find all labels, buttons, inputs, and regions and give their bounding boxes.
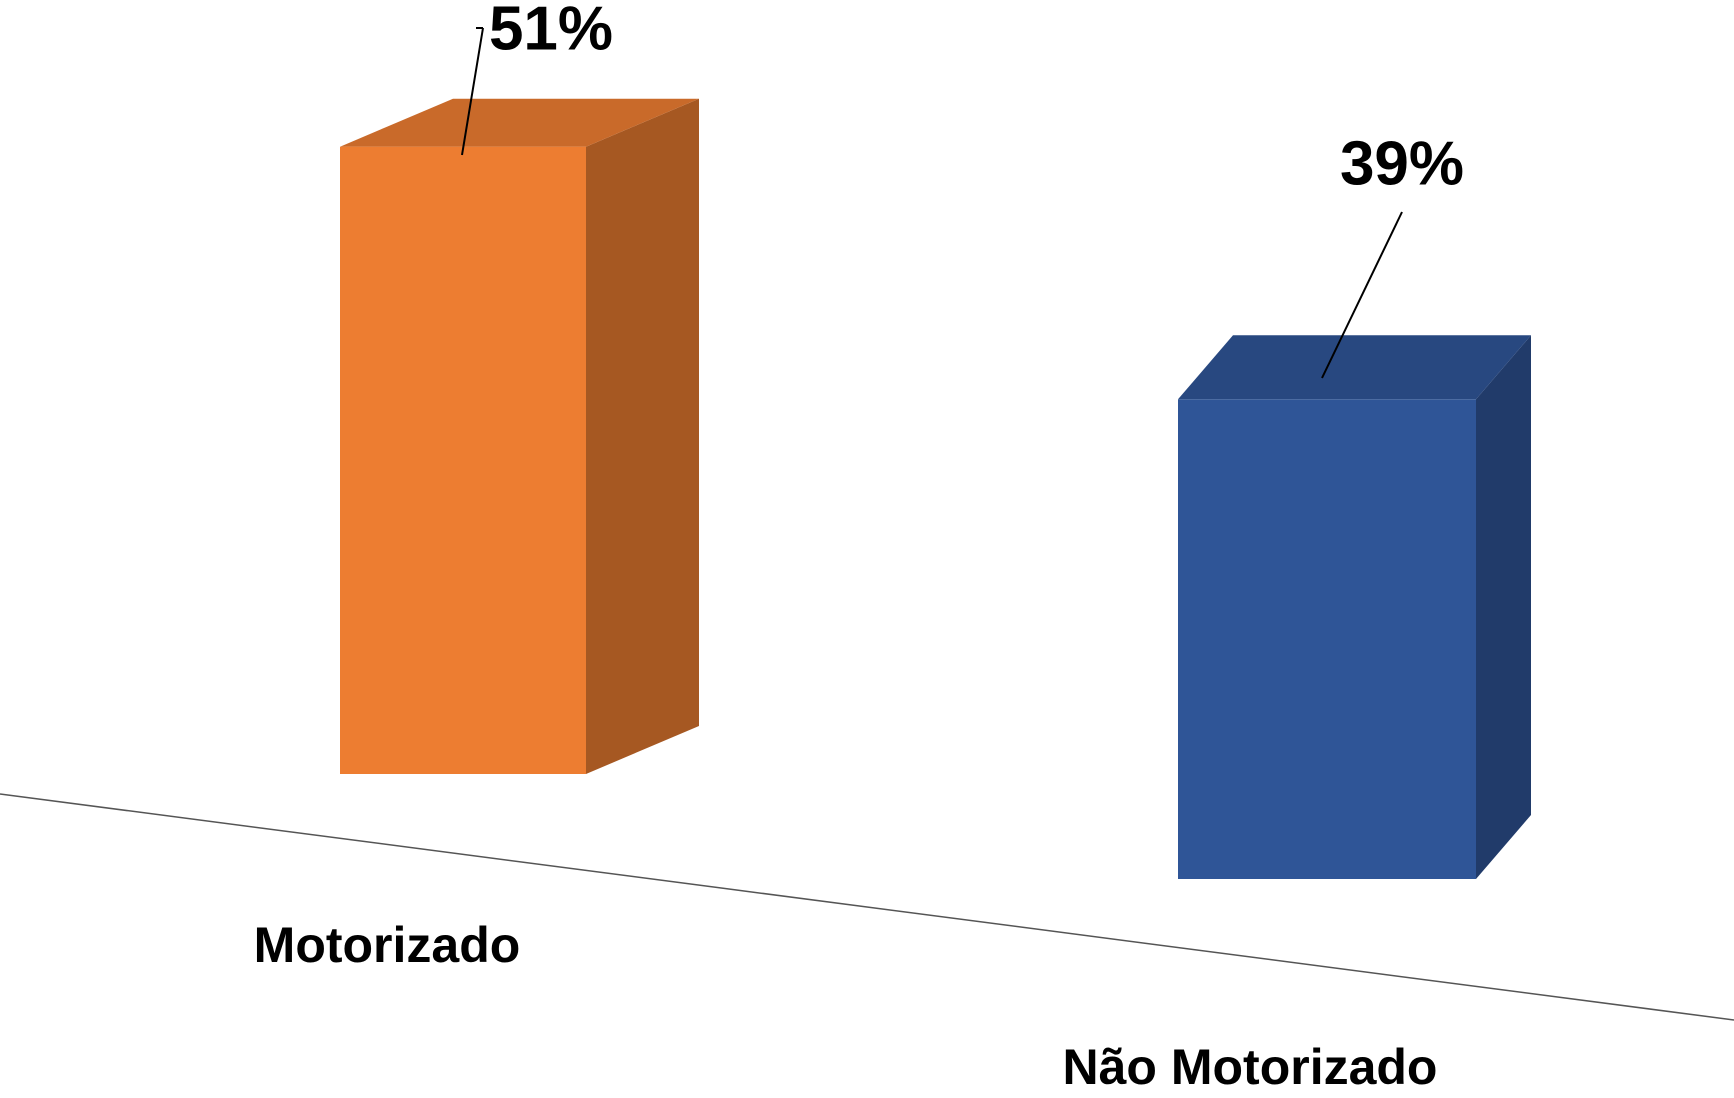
bar <box>340 146 586 774</box>
bar-side <box>586 98 699 774</box>
bar-top <box>1178 335 1531 400</box>
leader-line <box>1321 211 1403 379</box>
x-tick-label: Não Motorizado <box>1063 1039 1438 1095</box>
bar-top <box>340 98 699 147</box>
bar-side <box>1476 335 1531 879</box>
bar <box>1178 399 1476 879</box>
leader-line <box>461 27 484 156</box>
data-label: 51% <box>489 0 613 63</box>
data-label: 39% <box>1340 129 1464 198</box>
x-tick-label: Motorizado <box>254 917 521 973</box>
floor-line <box>0 793 1734 1021</box>
